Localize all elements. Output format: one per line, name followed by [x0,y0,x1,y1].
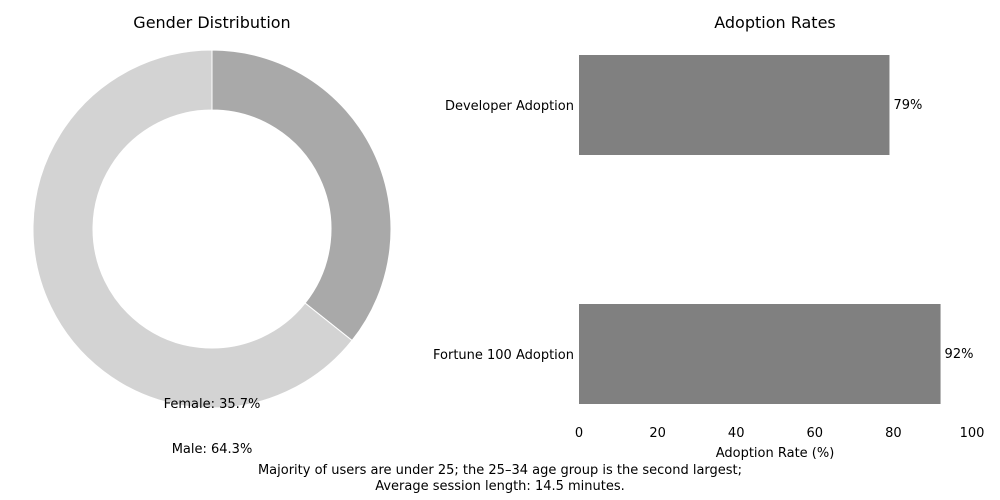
category-label-developer-adoption: Developer Adoption [445,99,574,114]
donut-slice-female [211,49,392,342]
x-tick-label-0: 0 [575,426,583,441]
value-label-developer-adoption: 79% [893,98,922,113]
bar-developer-adoption [579,55,890,155]
x-tick-label-40: 40 [728,426,745,441]
x-tick-label-20: 20 [649,426,666,441]
donut-slice-male [32,49,353,409]
bar-chart-title: Adoption Rates [714,13,836,32]
x-axis-label: Adoption Rate (%) [716,446,835,461]
x-tick-label-100: 100 [960,426,985,441]
category-label-fortune-100-adoption: Fortune 100 Adoption [433,348,574,363]
donut-chart: Gender Distribution Female: 35.7% Male: … [32,13,392,457]
bar-chart: Adoption Rates Developer Adoption 79% Fort… [433,13,984,461]
footnote-line-2: Average session length: 14.5 minutes. [375,479,625,494]
donut-title: Gender Distribution [133,13,290,32]
bar-fortune-100-adoption [579,304,941,404]
slice-label-male: Male: 64.3% [172,442,253,457]
footnote-line-1: Majority of users are under 25; the 25–3… [258,463,742,478]
value-label-fortune-100-adoption: 92% [945,347,974,362]
x-tick-label-80: 80 [885,426,902,441]
x-tick-label-60: 60 [807,426,824,441]
slice-label-female: Female: 35.7% [164,397,261,412]
